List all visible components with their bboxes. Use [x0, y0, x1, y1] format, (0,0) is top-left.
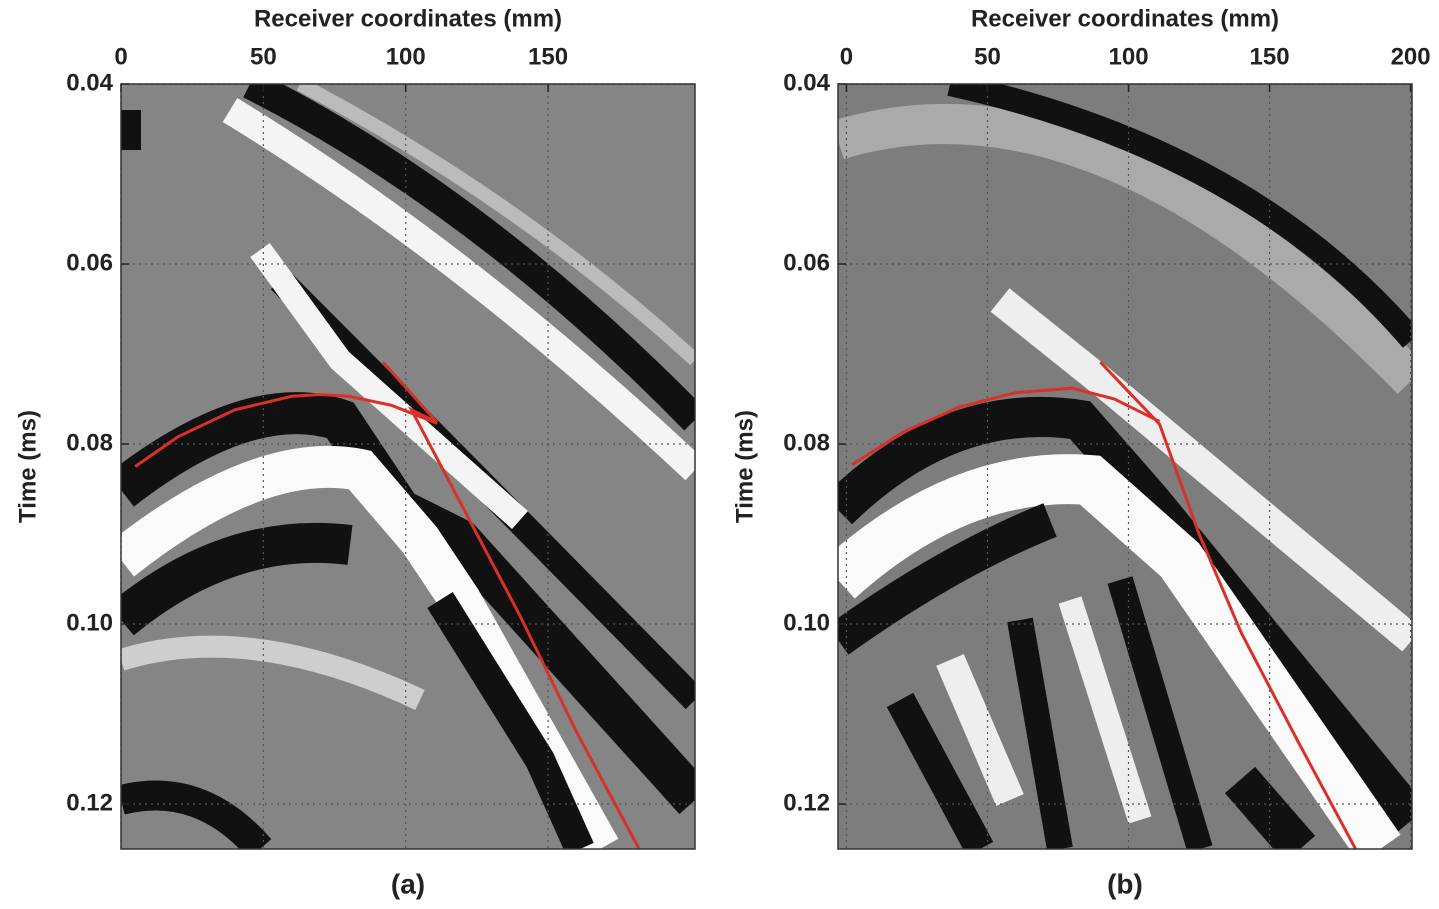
y-tick-label: 0.12 [783, 789, 830, 816]
y-tick-label: 0.10 [783, 609, 830, 636]
seismic-image [121, 84, 695, 849]
curve [381, 361, 641, 849]
x-tick-label: 100 [1109, 43, 1149, 70]
plot-lines [851, 361, 1357, 849]
x-tick-label: 50 [974, 43, 1001, 70]
y-tick-label: 0.04 [783, 69, 830, 96]
y-axis-label: Time (ms) [14, 410, 41, 523]
x-tick-label: 200 [1391, 43, 1431, 70]
x-tick-label: 50 [250, 43, 277, 70]
plot-frame [837, 83, 1413, 850]
curve [134, 392, 438, 468]
y-tick-label: 0.06 [783, 249, 830, 276]
seismic-image [838, 84, 1412, 849]
axis-title: Receiver coordinates (mm) [971, 5, 1279, 32]
y-tick-label: 0.08 [66, 429, 113, 456]
axis-title: Receiver coordinates (mm) [254, 5, 562, 32]
panel-caption: (b) [1107, 868, 1143, 899]
x-tick-label: 0 [840, 43, 853, 70]
panel-caption: (a) [391, 868, 425, 899]
y-tick-label: 0.10 [66, 609, 113, 636]
plot-frame [120, 83, 696, 850]
curve [851, 386, 1161, 466]
y-axis-label: Time (ms) [731, 410, 758, 523]
y-tick-label: 0.04 [66, 69, 113, 96]
x-tick-label: 150 [1250, 43, 1290, 70]
plot-lines [134, 361, 641, 849]
x-tick-label: 0 [114, 43, 127, 70]
y-tick-label: 0.12 [66, 789, 113, 816]
x-tick-label: 150 [528, 43, 568, 70]
x-tick-label: 100 [386, 43, 426, 70]
y-tick-label: 0.06 [66, 249, 113, 276]
curve [1099, 361, 1357, 849]
y-tick-label: 0.08 [783, 429, 830, 456]
